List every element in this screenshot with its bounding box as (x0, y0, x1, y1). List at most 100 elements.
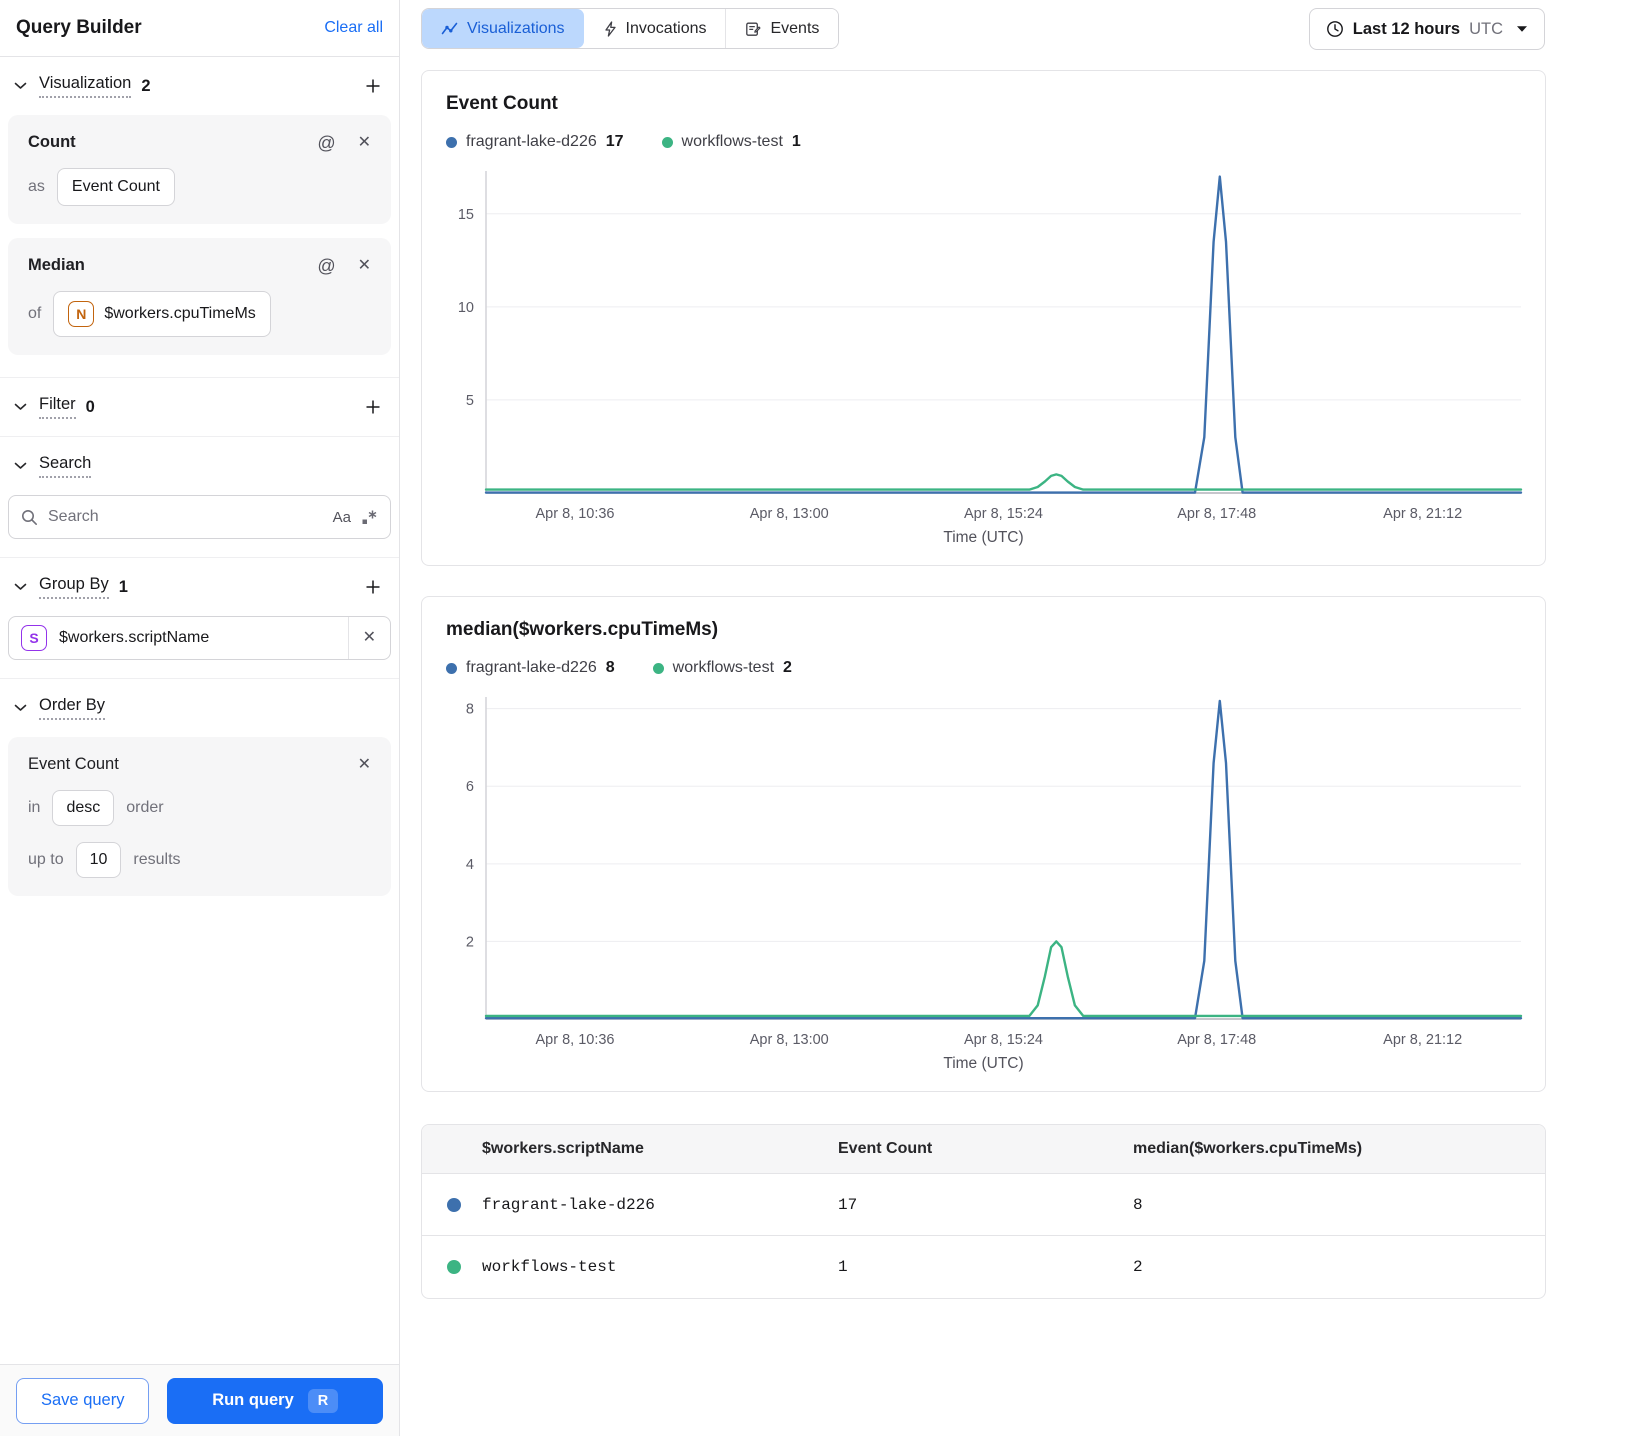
table-row[interactable]: workflows-test 1 2 (422, 1236, 1545, 1298)
chart-title: median($workers.cpuTimeMs) (446, 619, 719, 640)
group-by-field-value: $workers.scriptName (59, 629, 210, 646)
svg-text:Apr 8, 13:00: Apr 8, 13:00 (750, 1032, 829, 1048)
count-visualization-card: Count @ ✕ as Event Count (8, 115, 391, 224)
chevron-down-icon[interactable] (14, 82, 27, 90)
median-field-value: $workers.cpuTimeMs (104, 305, 256, 322)
table-header-row: $workers.scriptName Event Count median($… (422, 1125, 1545, 1174)
count-card-title: Count (28, 133, 76, 151)
clear-all-button[interactable]: Clear all (324, 19, 383, 36)
add-group-by-button[interactable] (361, 575, 385, 599)
svg-text:Apr 8, 10:36: Apr 8, 10:36 (536, 1032, 615, 1048)
event-count-cell: 1 (838, 1258, 848, 1276)
legend-label: workflows-test (672, 659, 775, 676)
save-query-button[interactable]: Save query (16, 1377, 150, 1424)
legend-dot (446, 662, 457, 674)
chevron-down-icon[interactable] (14, 704, 27, 712)
topbar: Visualizations Invocations Events (401, 0, 1565, 50)
chevron-down-icon[interactable] (14, 403, 27, 411)
svg-text:5: 5 (466, 393, 474, 409)
string-field-icon: S (21, 625, 47, 651)
results-label: results (133, 851, 181, 868)
order-direction-select[interactable]: desc (52, 790, 115, 826)
time-range-selector[interactable]: Last 12 hours UTC (1308, 8, 1545, 50)
remove-count-icon[interactable]: ✕ (357, 133, 371, 151)
column-header-median: median($workers.cpuTimeMs) (1133, 1140, 1363, 1157)
alias-icon[interactable]: @ (317, 132, 336, 153)
remove-median-icon[interactable]: ✕ (357, 256, 371, 274)
add-filter-button[interactable] (361, 395, 385, 419)
alias-icon[interactable]: @ (317, 255, 336, 276)
remove-order-by-icon[interactable]: ✕ (357, 755, 371, 773)
run-query-button[interactable]: Run query R (167, 1377, 383, 1424)
visualization-section-header: Visualization 2 (8, 57, 391, 115)
match-case-icon[interactable]: Aa (332, 508, 351, 526)
time-range-label: Last 12 hours (1352, 19, 1461, 38)
legend-label: fragrant-lake-d226 (466, 133, 597, 150)
svg-text:Apr 8, 13:00: Apr 8, 13:00 (750, 506, 829, 522)
line-chart-icon (441, 22, 458, 35)
add-visualization-button[interactable] (361, 74, 385, 98)
remove-group-by-icon[interactable]: ✕ (362, 629, 376, 646)
svg-text:15: 15 (458, 207, 474, 223)
clock-icon (1326, 21, 1343, 37)
as-label: as (28, 178, 45, 195)
tab-label: Events (770, 19, 820, 37)
up-to-label: up to (28, 851, 64, 868)
order-by-card: Event Count ✕ in desc order up to 10 res… (8, 737, 391, 896)
legend-dot (652, 662, 664, 674)
sidebar-footer: Save query Run query R (0, 1364, 399, 1436)
svg-text:8: 8 (466, 702, 474, 718)
search-icon (22, 509, 37, 525)
series-dot (447, 1197, 461, 1212)
number-field-icon: N (68, 301, 95, 327)
filter-label[interactable]: Filter (39, 395, 76, 419)
svg-text:Apr 8, 21:12: Apr 8, 21:12 (1383, 506, 1462, 522)
limit-input[interactable]: 10 (75, 842, 122, 878)
search-input[interactable] (48, 508, 323, 526)
search-label[interactable]: Search (39, 454, 92, 478)
page-title: Query Builder (16, 17, 142, 38)
visualization-count: 2 (141, 76, 151, 95)
divider (347, 617, 349, 659)
legend-dot (446, 136, 457, 148)
event-count-cell: 17 (838, 1195, 858, 1214)
run-query-label: Run query (212, 1391, 294, 1409)
order-by-label[interactable]: Order By (39, 696, 106, 720)
count-alias-field[interactable]: Event Count (56, 168, 175, 206)
lightning-icon (604, 20, 616, 37)
regex-icon[interactable] (361, 509, 378, 526)
table-row[interactable]: fragrant-lake-d226 17 8 (422, 1174, 1545, 1236)
event-count-line-chart[interactable]: 5 10 15 Apr 8, 10:36 Apr 8, 13:00 Apr 8, 15:2… (446, 163, 1523, 523)
event-count-chart-card: Event Count fragrant-lake-d226 17 workfl… (421, 70, 1546, 566)
svg-text:10: 10 (458, 300, 474, 316)
median-cell: 8 (1133, 1195, 1143, 1214)
median-field-selector[interactable]: N $workers.cpuTimeMs (53, 291, 271, 337)
order-by-field: Event Count (28, 755, 119, 773)
chevron-down-icon[interactable] (14, 462, 27, 470)
chevron-down-icon[interactable] (14, 583, 27, 591)
legend-item[interactable]: workflows-test 1 (661, 133, 801, 151)
script-name-cell: workflows-test (422, 1258, 830, 1276)
tab-invocations[interactable]: Invocations (583, 9, 727, 48)
median-cputime-chart-card: median($workers.cpuTimeMs) fragrant-lake… (421, 596, 1546, 1092)
group-by-section: Group By 1 S $workers.scriptName ✕ (0, 558, 399, 679)
svg-text:Apr 8, 15:24: Apr 8, 15:24 (964, 1032, 1043, 1048)
x-axis-title: Time (UTC) (943, 1055, 1024, 1072)
median-cputime-line-chart[interactable]: 2 4 6 8 Apr 8, 10:36 Apr 8, 13:00 Apr 8, 15:24… (446, 689, 1523, 1049)
legend-item[interactable]: fragrant-lake-d226 17 (446, 133, 624, 151)
caret-down-icon (1517, 26, 1527, 32)
median-cell: 2 (1133, 1258, 1143, 1276)
tab-events[interactable]: Events (726, 9, 839, 48)
group-by-label[interactable]: Group By (39, 575, 109, 599)
legend-value: 2 (783, 659, 792, 676)
group-by-count: 1 (118, 577, 128, 596)
group-by-field[interactable]: S $workers.scriptName ✕ (8, 616, 391, 660)
view-tabs: Visualizations Invocations Events (421, 8, 840, 49)
svg-text:6: 6 (466, 779, 474, 795)
svg-text:Apr 8, 17:48: Apr 8, 17:48 (1177, 1032, 1256, 1048)
chart-legend: fragrant-lake-d226 17 workflows-test 1 (446, 133, 1521, 151)
tab-visualizations[interactable]: Visualizations (422, 9, 584, 48)
legend-item[interactable]: fragrant-lake-d226 8 (446, 659, 615, 677)
legend-item[interactable]: workflows-test 2 (652, 659, 792, 677)
visualization-label[interactable]: Visualization (39, 74, 132, 98)
